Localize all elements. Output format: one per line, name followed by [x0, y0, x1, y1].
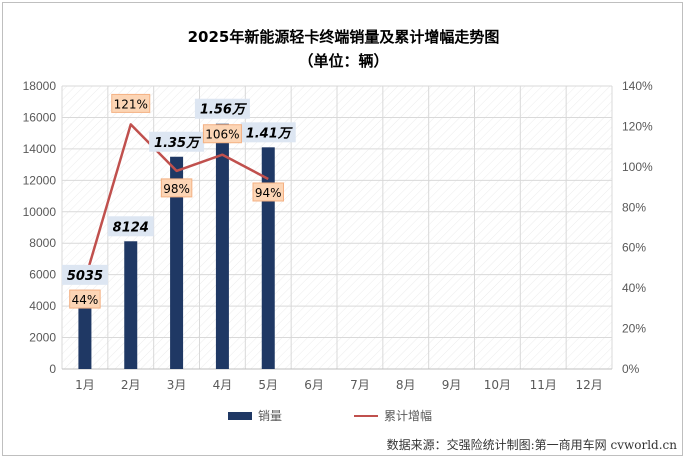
legend-item-sales: 销量 [228, 407, 282, 424]
line-label-bg [69, 289, 101, 309]
y-left-tick-label: 0 [49, 362, 56, 376]
x-tick-label: 10月 [484, 378, 511, 392]
y-left-tick-label: 12000 [23, 173, 57, 187]
line-data-label: 106% [205, 128, 239, 142]
bar [215, 123, 229, 369]
x-tick-label: 2月 [121, 378, 141, 392]
bar-data-label: 8124 [113, 220, 149, 235]
y-right-tick-label: 40% [622, 281, 646, 295]
bar [170, 156, 184, 369]
x-tick-label: 9月 [442, 378, 462, 392]
legend-swatch-growth [354, 414, 378, 417]
bar-label-bg [194, 98, 250, 119]
y-left-tick-label: 6000 [29, 268, 56, 282]
x-tick-label: 12月 [575, 378, 602, 392]
y-left-tick-label: 2000 [29, 331, 56, 345]
line-data-label: 44% [72, 293, 99, 307]
line-series [83, 123, 269, 281]
line-data-label: 121% [114, 97, 148, 111]
x-tick-label: 11月 [530, 378, 557, 392]
x-tick-label: 5月 [258, 378, 278, 392]
y-right-tick-label: 20% [622, 322, 646, 336]
x-tick-label: 6月 [304, 378, 324, 392]
y-left-tick-label: 14000 [23, 142, 57, 156]
chart-title: 2025年新能源轻卡终端销量及累计增幅走势图 [187, 28, 500, 46]
y-right-tick-label: 80% [622, 200, 646, 214]
x-tick-label: 7月 [350, 378, 370, 392]
data-source: 数据来源：交强险统计制图:第一商用车网 cvworld.cn [386, 438, 677, 452]
bar-data-label: 1.41万 [246, 126, 294, 141]
y-right-tick-label: 120% [622, 119, 653, 133]
x-tick-label: 3月 [167, 378, 187, 392]
y-right-tick-label: 0% [622, 362, 640, 376]
legend-label-growth: 累计增幅 [384, 409, 433, 423]
bar [261, 147, 275, 369]
bar-label-bg [149, 131, 205, 152]
line-label-bg [252, 182, 284, 202]
y-left-tick-label: 18000 [23, 79, 57, 93]
y-right-tick-label: 100% [622, 160, 653, 174]
line-label-bg [202, 124, 242, 144]
x-tick-label: 8月 [396, 378, 416, 392]
bar [78, 289, 92, 369]
y-left-tick-label: 4000 [29, 299, 56, 313]
y-right-tick-label: 140% [622, 79, 653, 93]
y-left-tick-label: 10000 [23, 205, 57, 219]
legend-label-sales: 销量 [258, 409, 283, 423]
chart-subtitle: （单位：辆） [298, 52, 389, 70]
bar-data-label: 5035 [67, 269, 103, 284]
bar-label-bg [107, 216, 154, 237]
y-right-tick-label: 60% [622, 241, 646, 255]
y-left-tick-label: 8000 [29, 236, 56, 250]
line-label-bg [111, 93, 151, 113]
legend-item-growth: 累计增幅 [354, 407, 432, 424]
legend-swatch-sales [228, 411, 252, 420]
bar-label-bg [61, 264, 108, 285]
line-data-label: 94% [255, 186, 282, 200]
bar [124, 241, 138, 369]
bar-label-bg [240, 122, 296, 143]
x-tick-label: 4月 [213, 378, 233, 392]
line-label-bg [160, 178, 193, 198]
line-data-label: 98% [163, 182, 190, 196]
x-tick-label: 1月 [75, 378, 95, 392]
bar-data-label: 1.35万 [154, 136, 202, 151]
y-left-tick-label: 16000 [23, 110, 57, 124]
bar-data-label: 1.56万 [200, 103, 248, 118]
